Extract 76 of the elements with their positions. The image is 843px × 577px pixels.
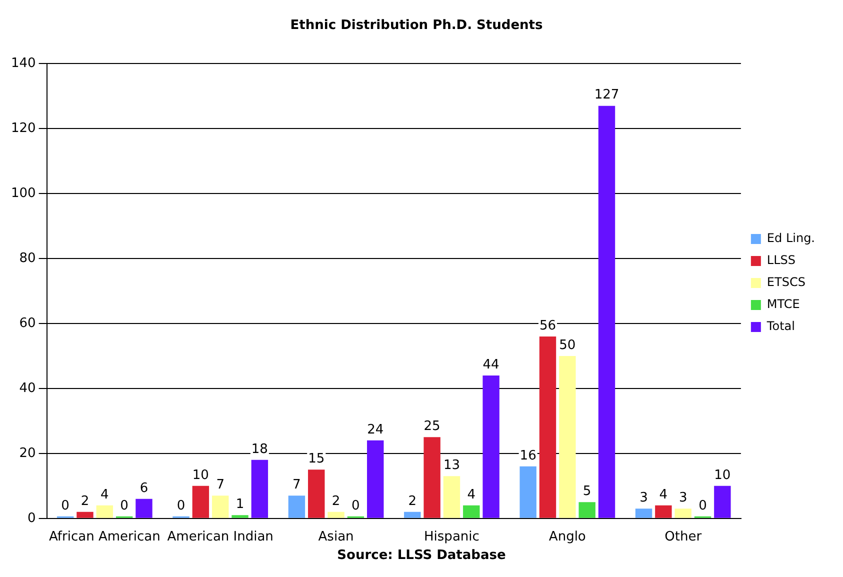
- chart-title: Ethnic Distribution Ph.D. Students: [290, 18, 543, 34]
- data-label: 1: [236, 497, 244, 512]
- data-label: 16: [520, 448, 536, 464]
- x-tick-label: Hispanic: [424, 530, 480, 545]
- data-label: 4: [659, 487, 668, 502]
- bar: [76, 512, 94, 518]
- bar: [674, 508, 692, 518]
- bar: [714, 486, 731, 518]
- data-label: 15: [308, 452, 325, 467]
- bar: [443, 476, 460, 518]
- bar: [424, 437, 440, 518]
- data-label: 4: [467, 487, 476, 502]
- data-label: 7: [292, 478, 301, 493]
- data-label: 56: [539, 318, 556, 334]
- legend-label: ETSCS: [766, 275, 806, 290]
- x-tick-label: African American: [49, 530, 160, 545]
- y-tick-label: 120: [10, 120, 36, 136]
- data-label: 10: [714, 468, 731, 483]
- data-label: 3: [640, 490, 648, 506]
- data-label: 13: [443, 458, 460, 474]
- data-label: 25: [424, 419, 440, 434]
- y-tick-label: 0: [28, 510, 36, 526]
- y-tick-label: 60: [19, 316, 36, 331]
- data-label: 24: [367, 422, 384, 438]
- bar: [404, 512, 421, 518]
- data-label: 7: [216, 478, 224, 493]
- source-note: Source: LLSS Database: [336, 548, 507, 563]
- data-label: 2: [408, 494, 417, 509]
- data-label: 0: [352, 498, 360, 514]
- legend-label: Ed Ling.: [766, 231, 816, 246]
- data-label: 4: [100, 487, 109, 502]
- bar: [578, 502, 596, 518]
- data-label: 3: [678, 490, 688, 506]
- bar: [635, 508, 652, 518]
- data-label: 6: [140, 480, 148, 496]
- bar: [308, 470, 325, 518]
- bar: [251, 460, 268, 518]
- bar: [367, 440, 384, 518]
- bar: [192, 486, 210, 518]
- legend-label: Total: [766, 319, 795, 334]
- bar: [96, 505, 114, 518]
- bar: [232, 515, 248, 518]
- bar: [212, 496, 229, 518]
- y-tick-label: 40: [19, 380, 36, 396]
- x-tick-label: Other: [664, 530, 702, 545]
- x-tick-label: Anglo: [548, 530, 586, 545]
- data-label: 5: [582, 484, 592, 500]
- x-tick-label: American Indian: [167, 530, 274, 545]
- bar: [288, 496, 306, 518]
- y-tick-label: 20: [19, 446, 36, 461]
- bar: [559, 356, 576, 518]
- data-label: 44: [482, 357, 500, 372]
- data-label: 127: [594, 88, 620, 103]
- data-label: 50: [559, 338, 576, 353]
- legend-label: LLSS: [766, 253, 796, 268]
- data-label: 2: [332, 494, 340, 509]
- data-label: 10: [192, 468, 209, 483]
- bar: [520, 466, 536, 518]
- bar: [463, 505, 480, 518]
- x-tick-label: Asian: [318, 530, 354, 545]
- y-tick-label: 80: [19, 250, 36, 266]
- data-label: 0: [120, 498, 128, 514]
- y-tick-label: 100: [10, 186, 36, 201]
- data-label: 0: [176, 498, 186, 514]
- bar: [539, 336, 556, 518]
- data-label: 18: [251, 442, 268, 457]
- bar: [655, 505, 672, 518]
- data-label: 0: [61, 498, 70, 514]
- y-tick-label: 140: [10, 56, 36, 71]
- bar: [482, 375, 500, 518]
- bar: [328, 512, 344, 518]
- data-label: 2: [80, 494, 90, 509]
- bar: [136, 498, 152, 518]
- legend-label: MTCE: [766, 297, 800, 312]
- data-label: 0: [698, 498, 707, 514]
- bar: [598, 106, 616, 518]
